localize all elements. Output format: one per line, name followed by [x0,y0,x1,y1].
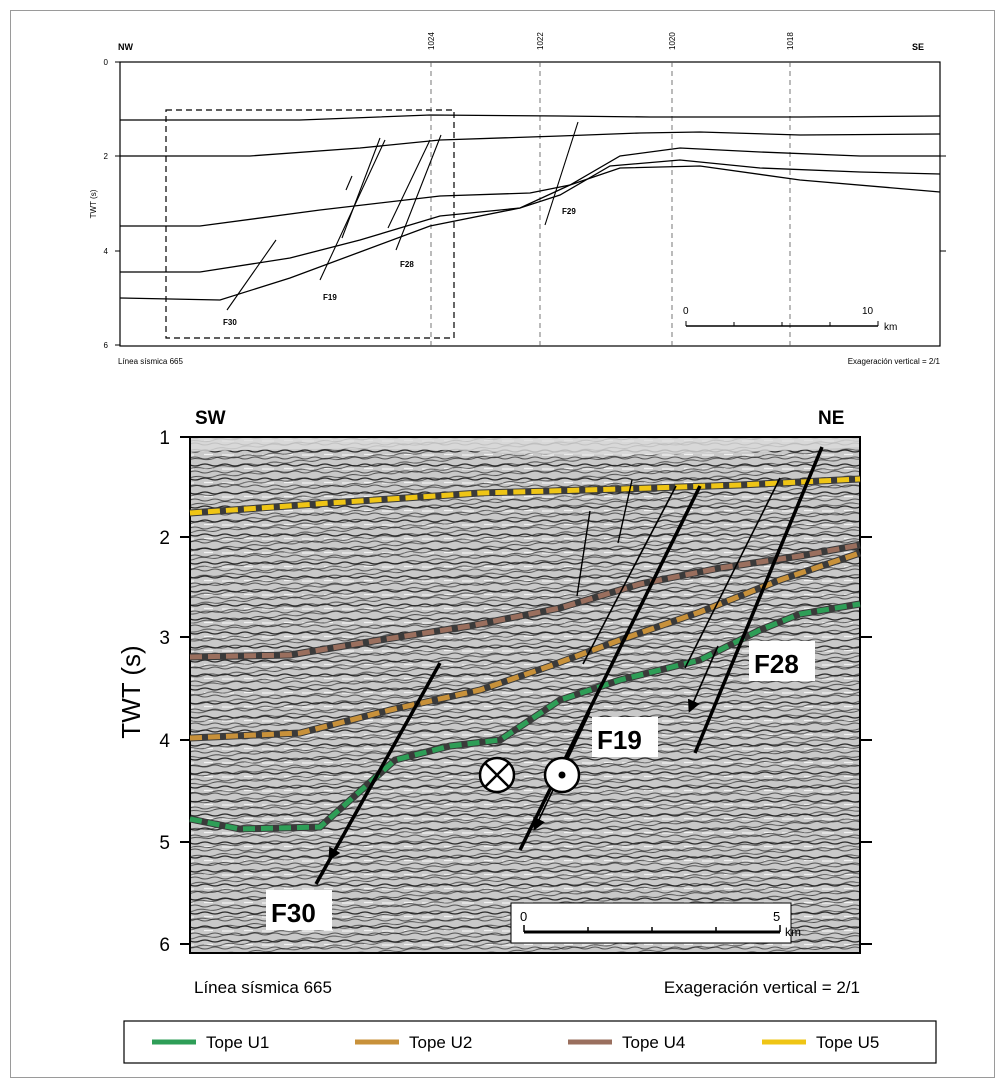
fault-label-f28: F28 [754,649,799,679]
bottom-horizons [189,475,862,833]
top-y-tick: 4 [104,247,109,256]
bottom-left-orientation: SW [195,408,226,429]
bottom-footer-left: Línea sísmica 665 [194,978,332,997]
top-cdp-label: 1020 [668,32,677,50]
legend-label: Tope U1 [206,1033,269,1052]
top-y-tick: 2 [104,152,109,161]
bottom-faults [314,446,824,885]
fault-label-f30: F30 [271,898,316,928]
legend-label: Tope U5 [816,1033,879,1052]
top-scale-start: 0 [683,306,689,317]
top-left-orientation: NW [118,42,133,52]
top-faults [226,121,579,311]
bottom-y-tick: 5 [159,833,170,854]
top-scale-bar: 0 10 km [683,306,897,333]
top-footer-left: Línea sísmica 665 [118,357,183,366]
top-footer-right: Exageración vertical = 2/1 [848,357,941,366]
top-cdp-lines [430,62,791,346]
figure-frame [10,10,995,1078]
top-y-tick: 0 [104,58,109,67]
top-cdp-label: 1018 [786,32,795,50]
inset-box [165,109,455,339]
top-fault-label: F29 [562,207,576,216]
top-y-tick: 6 [104,341,109,350]
top-plot-border [119,61,941,347]
top-cdp-label: 1024 [427,32,436,50]
bottom-plot-border [189,436,861,954]
fault-f28 [693,446,824,754]
top-fault-label: F28 [400,260,414,269]
top-horizons [119,114,941,301]
top-scale-unit: km [884,322,897,333]
legend: Tope U1 Tope U2 Tope U4 Tope U5 [123,1020,937,1064]
bottom-right-orientation: NE [818,408,844,429]
fault-f19 [518,485,702,851]
top-fault-label: F30 [223,318,237,327]
out-of-page-symbol [543,756,581,794]
bottom-scale-start: 0 [520,909,527,924]
legend-label: Tope U2 [409,1033,472,1052]
horizon-u4 [189,542,861,660]
into-page-symbol [478,756,516,794]
bottom-footer-right: Exageración vertical = 2/1 [664,978,860,997]
legend-item: Tope U2 [355,1033,472,1052]
legend-label: Tope U4 [622,1033,685,1052]
horizon-u5 [189,476,861,516]
legend-item: Tope U4 [568,1033,685,1052]
horizon-u1 [189,601,861,832]
horizon-u2 [189,550,861,741]
legend-item: Tope U5 [762,1033,879,1052]
bottom-y-tick: 4 [159,731,170,752]
bottom-y-tick: 6 [159,935,170,956]
bottom-y-tick: 2 [159,528,170,549]
top-y-axis-label: TWT (s) [89,189,98,218]
bottom-y-axis: 1 2 3 4 5 6 TWT (s) [116,428,872,956]
fault-label-f19: F19 [597,725,642,755]
legend-item: Tope U1 [152,1033,269,1052]
bottom-y-tick: 3 [159,628,170,649]
bottom-section: SW NE 1 2 3 4 5 [116,408,872,997]
bottom-scale-end: 5 [773,909,780,924]
bottom-y-tick: 1 [159,428,170,449]
top-fault-label: F19 [323,293,337,302]
bottom-scale-bar: 0 5 km [510,902,801,944]
top-section: NW SE 0 2 4 6 TWT (s) 1024 1022 1020 101… [89,32,946,366]
top-right-orientation: SE [912,42,924,52]
top-y-axis: 0 2 4 6 TWT (s) [89,58,946,350]
top-cdp-label: 1022 [536,32,545,50]
top-scale-end: 10 [862,306,874,317]
bottom-scale-unit: km [785,925,801,939]
bottom-y-axis-label: TWT (s) [116,645,146,738]
